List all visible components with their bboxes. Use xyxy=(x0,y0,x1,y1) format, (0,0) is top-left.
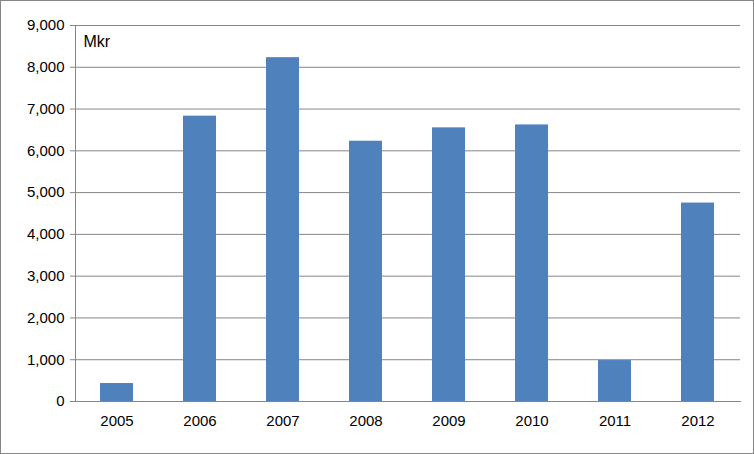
svg-text:2008: 2008 xyxy=(349,412,382,429)
svg-text:2011: 2011 xyxy=(599,412,631,429)
svg-text:4,000: 4,000 xyxy=(27,225,65,242)
svg-text:0: 0 xyxy=(56,392,64,409)
svg-text:2005: 2005 xyxy=(100,412,133,429)
svg-text:2012: 2012 xyxy=(681,412,714,429)
svg-text:6,000: 6,000 xyxy=(27,142,65,159)
svg-text:9,000: 9,000 xyxy=(27,16,65,33)
svg-text:2009: 2009 xyxy=(432,412,465,429)
svg-text:3,000: 3,000 xyxy=(27,267,65,284)
svg-text:2006: 2006 xyxy=(183,412,216,429)
svg-text:8,000: 8,000 xyxy=(27,58,65,75)
svg-text:7,000: 7,000 xyxy=(27,100,65,117)
svg-text:2,000: 2,000 xyxy=(27,309,65,326)
svg-text:2007: 2007 xyxy=(266,412,299,429)
svg-text:2010: 2010 xyxy=(515,412,548,429)
svg-text:Mkr: Mkr xyxy=(84,33,111,50)
svg-text:1,000: 1,000 xyxy=(27,351,65,368)
svg-text:5,000: 5,000 xyxy=(27,183,65,200)
